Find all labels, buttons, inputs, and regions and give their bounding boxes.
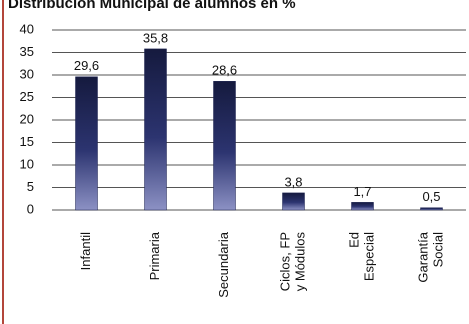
bar [213,81,236,211]
value-label: 28,6 [212,63,237,78]
x-tick-label: Ciclos, FP [277,232,292,291]
bar [351,202,374,211]
x-tick-label: Garantía [415,231,430,282]
x-tick-label: y Módulos [292,232,307,292]
x-tick-label: Ed [346,232,361,248]
x-tick-label: Primaria [147,231,162,280]
value-label: 1,7 [353,184,371,199]
y-tick-label: 35 [20,44,34,59]
y-tick-label: 5 [27,179,34,194]
value-label: 3,8 [284,174,302,189]
chart-title: Distribución Municipal de alumnos en % [8,0,296,12]
y-tick-label: 30 [20,66,34,81]
x-tick-label: Secundaria [216,231,231,298]
bar [420,207,443,211]
y-tick-label: 0 [27,201,34,216]
x-tick-label: Infantil [78,232,93,270]
y-tick-label: 10 [20,156,34,171]
value-label: 0,5 [422,189,440,204]
bar [75,76,98,211]
x-tick-label: Social [430,232,445,268]
bar [144,48,167,211]
y-tick-label: 15 [20,134,34,149]
bar [282,192,305,211]
y-tick-label: 20 [20,111,34,126]
y-tick-label: 25 [20,89,34,104]
value-label: 35,8 [143,30,168,45]
x-tick-label: Especial [361,232,376,281]
value-label: 29,6 [74,58,99,73]
y-tick-label: 40 [20,21,34,36]
